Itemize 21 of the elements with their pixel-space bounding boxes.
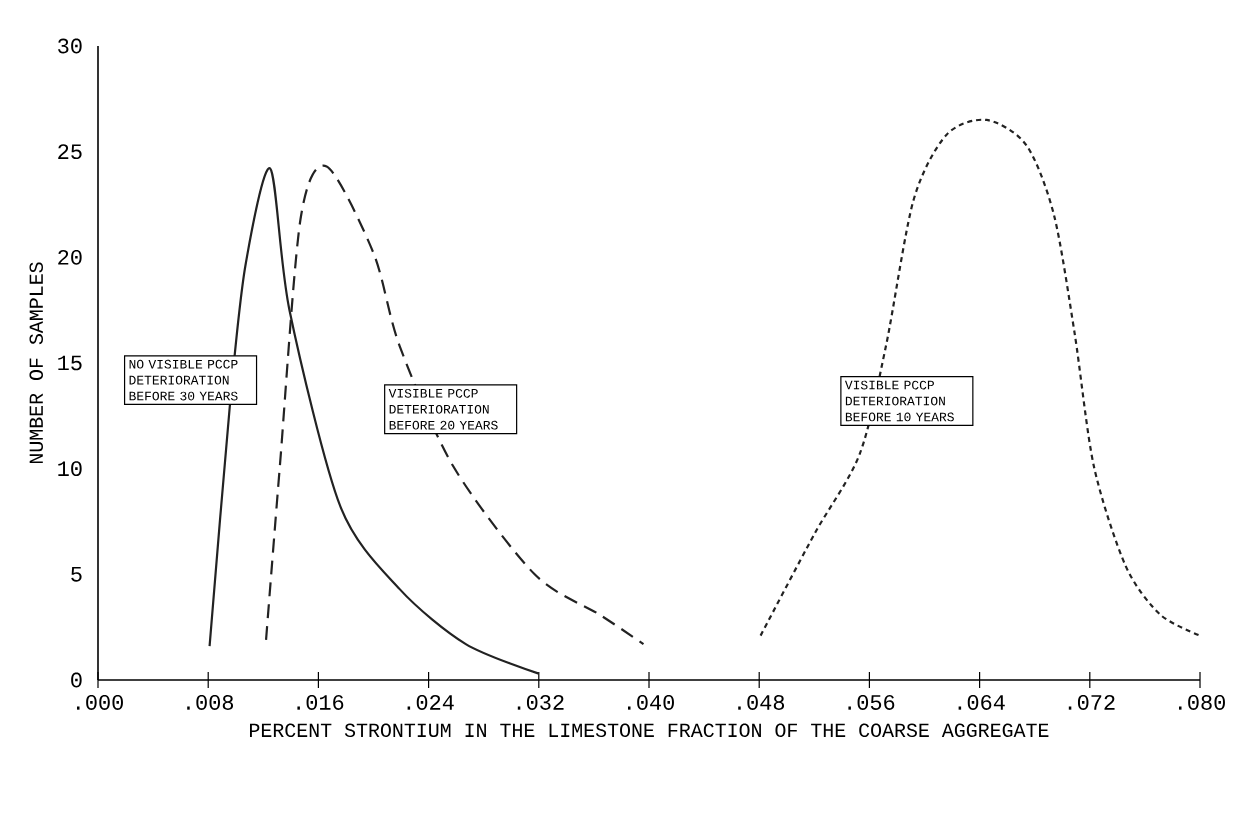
x-axis-title: PERCENT STRONTIUM IN THE LIMESTONE FRACTION OF THE COARSE AGGREGATE (250, 723, 1049, 738)
x-tick-label: .024 (407, 695, 454, 710)
x-tick-label: .040 (628, 695, 674, 710)
y-tick-label: 10 (58, 461, 82, 477)
y-tick-label: 15 (58, 355, 82, 371)
y-tick-label: 20 (58, 249, 82, 265)
x-tick-label: .008 (187, 695, 234, 710)
x-tick-label: .056 (848, 695, 895, 710)
x-tick-label: .000 (77, 695, 123, 710)
y-tick-label: 5 (71, 567, 82, 582)
x-tick-label: .016 (297, 695, 344, 710)
y-tick-label: 30 (58, 38, 82, 54)
y-tick-label: 0 (71, 672, 82, 688)
line-series (759, 118, 1201, 637)
x-tick-label: .080 (1179, 695, 1225, 710)
x-tick-label: .064 (958, 695, 1005, 710)
y-tick-label: 25 (58, 144, 82, 160)
x-tick-label: .048 (738, 695, 785, 710)
x-tick-label: .032 (517, 695, 564, 710)
x-tick-label: .072 (1068, 695, 1115, 710)
y-axis-title: NUMBER OF SAMPLES (29, 262, 43, 464)
